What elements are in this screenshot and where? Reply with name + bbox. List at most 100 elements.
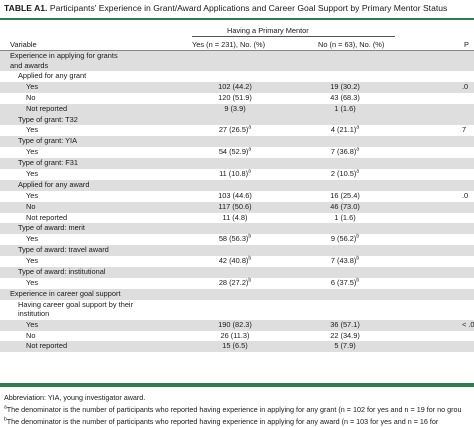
no-value-cell: 22 (34.9) — [315, 331, 375, 342]
no-value-cell: 9 (56.2)b — [315, 234, 375, 245]
table-row: Yes 28 (27.2)b 6 (37.5)b — [0, 278, 474, 289]
footnote-marker: b — [356, 277, 360, 284]
yes-value-cell-text: 28 (27.2) — [218, 277, 249, 287]
footnote-marker: b — [248, 233, 252, 240]
footnote-marker: a — [356, 124, 360, 131]
p-value-cell: 7 — [462, 125, 466, 136]
yes-value-cell: 9 (3.9) — [200, 104, 270, 115]
p-value-cell: < .0 — [462, 320, 474, 331]
variable-header: Variable — [10, 40, 37, 49]
yes-value-cell: 27 (26.5)a — [200, 125, 270, 136]
footnote-abbreviation: Abbreviation: YIA, young investigator aw… — [4, 393, 146, 402]
footnote-marker: a — [356, 146, 360, 153]
row-label: Not reported — [26, 212, 68, 222]
yes-value-cell-text: 120 (51.9) — [218, 92, 252, 102]
yes-value-cell-text: 11 (4.8) — [222, 212, 248, 222]
row-label: Yes — [26, 234, 39, 244]
row-label: No — [26, 330, 36, 340]
no-column-header: No (n = 63), No. (%) — [318, 40, 385, 49]
p-value-cell-text: .0 — [462, 190, 469, 200]
row-label: Yes — [26, 125, 39, 135]
footnote-marker: b — [356, 255, 360, 262]
footnote-marker: a — [248, 168, 251, 175]
row-label: Type of award: institutional — [18, 267, 106, 277]
yes-value-cell: 15 (6.5) — [200, 341, 270, 352]
row-label: Type of award: travel award — [18, 245, 109, 255]
table-row: Yes 190 (82.3) 36 (57.1) < .0 — [0, 319, 474, 331]
yes-column-header: Yes (n = 231), No. (%) — [192, 40, 266, 49]
table-row: Yes 102 (44.2) 19 (30.2) .0 — [0, 81, 474, 93]
yes-value-cell: 11 (10.8)a — [200, 169, 270, 180]
yes-value-cell-text: 58 (56.3) — [218, 234, 249, 244]
table-row: Type of award: travel award — [0, 245, 474, 257]
table-body: Experience in applying for grants and aw… — [0, 51, 474, 353]
no-value-cell: 46 (73.0) — [315, 202, 375, 213]
footnote-a: aThe denominator is the number of partic… — [4, 405, 461, 414]
table-title: TABLE A1. Participants' Experience in Gr… — [4, 3, 447, 13]
footnote-marker: a — [356, 168, 360, 175]
no-value-cell: 7 (43.8)b — [315, 256, 375, 267]
table-row: Yes 54 (52.9)a 7 (36.8)a — [0, 147, 474, 158]
footnote-b: bThe denominator is the number of partic… — [4, 417, 438, 426]
row-label: Yes — [26, 169, 39, 179]
table-row: Applied for any grant — [0, 71, 474, 82]
no-value-cell: 2 (10.5)a — [315, 169, 375, 180]
yes-value-cell-text: 190 (82.3) — [218, 319, 252, 329]
table-row: No 117 (50.6) 46 (73.0) — [0, 201, 474, 213]
no-value-cell-text: 22 (34.9) — [330, 330, 360, 340]
no-value-cell: 1 (1.6) — [315, 213, 375, 224]
row-label: Yes — [26, 256, 39, 266]
top-rule — [0, 18, 474, 20]
yes-value-cell: 42 (40.8)b — [200, 256, 270, 267]
table-row: No 26 (11.3) 22 (34.9) — [0, 331, 474, 342]
yes-value-cell: 54 (52.9)a — [200, 147, 270, 158]
row-label: Yes — [26, 147, 39, 157]
no-value-cell: 43 (68.3) — [315, 93, 375, 104]
footnote-marker: b — [248, 255, 252, 262]
no-value-cell: 6 (37.5)b — [315, 278, 375, 289]
table-row: Yes 11 (10.8)a 2 (10.5)a — [0, 169, 474, 180]
yes-value-cell: 11 (4.8) — [200, 213, 270, 224]
table-row: Not reported 11 (4.8) 1 (1.6) — [0, 213, 474, 224]
row-label: Type of grant: F31 — [18, 158, 78, 168]
footnote-marker: a — [248, 146, 252, 153]
p-value-cell-text: < .0 — [462, 319, 474, 329]
table-row: Not reported 15 (6.5) 5 (7.9) — [0, 341, 474, 353]
no-value-cell-text: 4 (21.1) — [330, 125, 357, 135]
table-row: Experience in career goal support — [0, 288, 474, 300]
no-value-cell: 16 (25.4) — [315, 191, 375, 202]
p-value-cell: .0 — [462, 82, 468, 93]
table-row: Experience in applying for grants and aw… — [0, 51, 474, 71]
table-row: Type of grant: T32 — [0, 114, 474, 126]
row-label: Yes — [26, 190, 39, 200]
table-row: Type of grant: YIA — [0, 136, 474, 148]
footnote-a-text: The denominator is the number of partici… — [6, 405, 462, 414]
yes-value-cell-text: 26 (11.3) — [220, 330, 250, 340]
p-column-header: P — [464, 40, 469, 49]
yes-value-cell-text: 103 (44.6) — [218, 190, 252, 200]
no-value-cell-text: 2 (10.5) — [330, 169, 357, 179]
yes-value-cell-text: 27 (26.5) — [218, 125, 249, 135]
no-value-cell-text: 5 (7.9) — [334, 341, 356, 351]
row-label: Yes — [26, 81, 39, 91]
table-row: Type of award: institutional — [0, 267, 474, 278]
no-value-cell: 4 (21.1)a — [315, 125, 375, 136]
no-value-cell-text: 7 (36.8) — [330, 147, 357, 157]
group-header: Having a Primary Mentor — [227, 26, 309, 35]
footnote-b-mark: b — [4, 416, 7, 423]
table-row: Applied for any award — [0, 179, 474, 191]
table-row: Type of grant: F31 — [0, 158, 474, 170]
footnote-a-mark: a — [4, 404, 7, 411]
table-row: No 120 (51.9) 43 (68.3) — [0, 93, 474, 104]
no-value-cell-text: 43 (68.3) — [330, 92, 360, 102]
row-label: Experience in applying for grants and aw… — [10, 51, 118, 70]
footnote-marker: a — [248, 124, 252, 131]
yes-value-cell-text: 11 (10.8) — [219, 169, 249, 179]
no-value-cell: 19 (30.2) — [315, 82, 375, 93]
table-row: Having career goal support by their inst… — [0, 300, 474, 320]
no-value-cell-text: 1 (1.6) — [334, 212, 356, 222]
table-title-text: Participants' Experience in Grant/Award … — [49, 3, 448, 13]
yes-value-cell: 28 (27.2)b — [200, 278, 270, 289]
row-label: Applied for any grant — [18, 71, 87, 80]
row-label: Yes — [26, 319, 39, 329]
